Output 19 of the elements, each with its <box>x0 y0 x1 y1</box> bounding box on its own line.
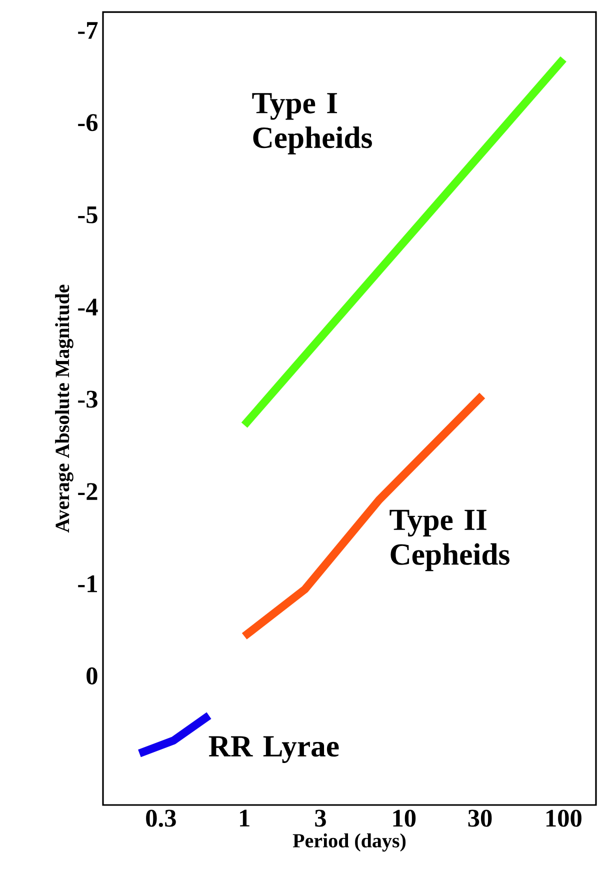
y-tick-label: -3 <box>78 390 98 408</box>
series-label: Type II Cepheids <box>390 510 510 572</box>
x-tick-label: 100 <box>546 810 582 827</box>
y-axis-title: Average Absolute Magnitude <box>55 284 74 533</box>
x-tick-label: 10 <box>393 810 416 827</box>
x-axis-title: Period (days) <box>292 833 406 852</box>
y-tick-label: -6 <box>78 114 98 132</box>
y-tick-label: -5 <box>78 206 98 224</box>
y-tick-label: -1 <box>78 575 97 592</box>
x-tick-label: 1 <box>240 810 250 826</box>
series-label: RR Lyrae <box>208 736 339 763</box>
y-tick-label: -4 <box>78 298 98 316</box>
x-tick-label: 3 <box>315 810 326 827</box>
y-tick-label: -7 <box>78 22 98 39</box>
y-tick-label: -2 <box>78 483 98 500</box>
text: Type I Cepheids <box>252 93 372 154</box>
x-tick-label: 30 <box>468 810 492 827</box>
x-tick-label: 0.3 <box>146 810 176 827</box>
y-tick-label: 0 <box>86 667 98 684</box>
